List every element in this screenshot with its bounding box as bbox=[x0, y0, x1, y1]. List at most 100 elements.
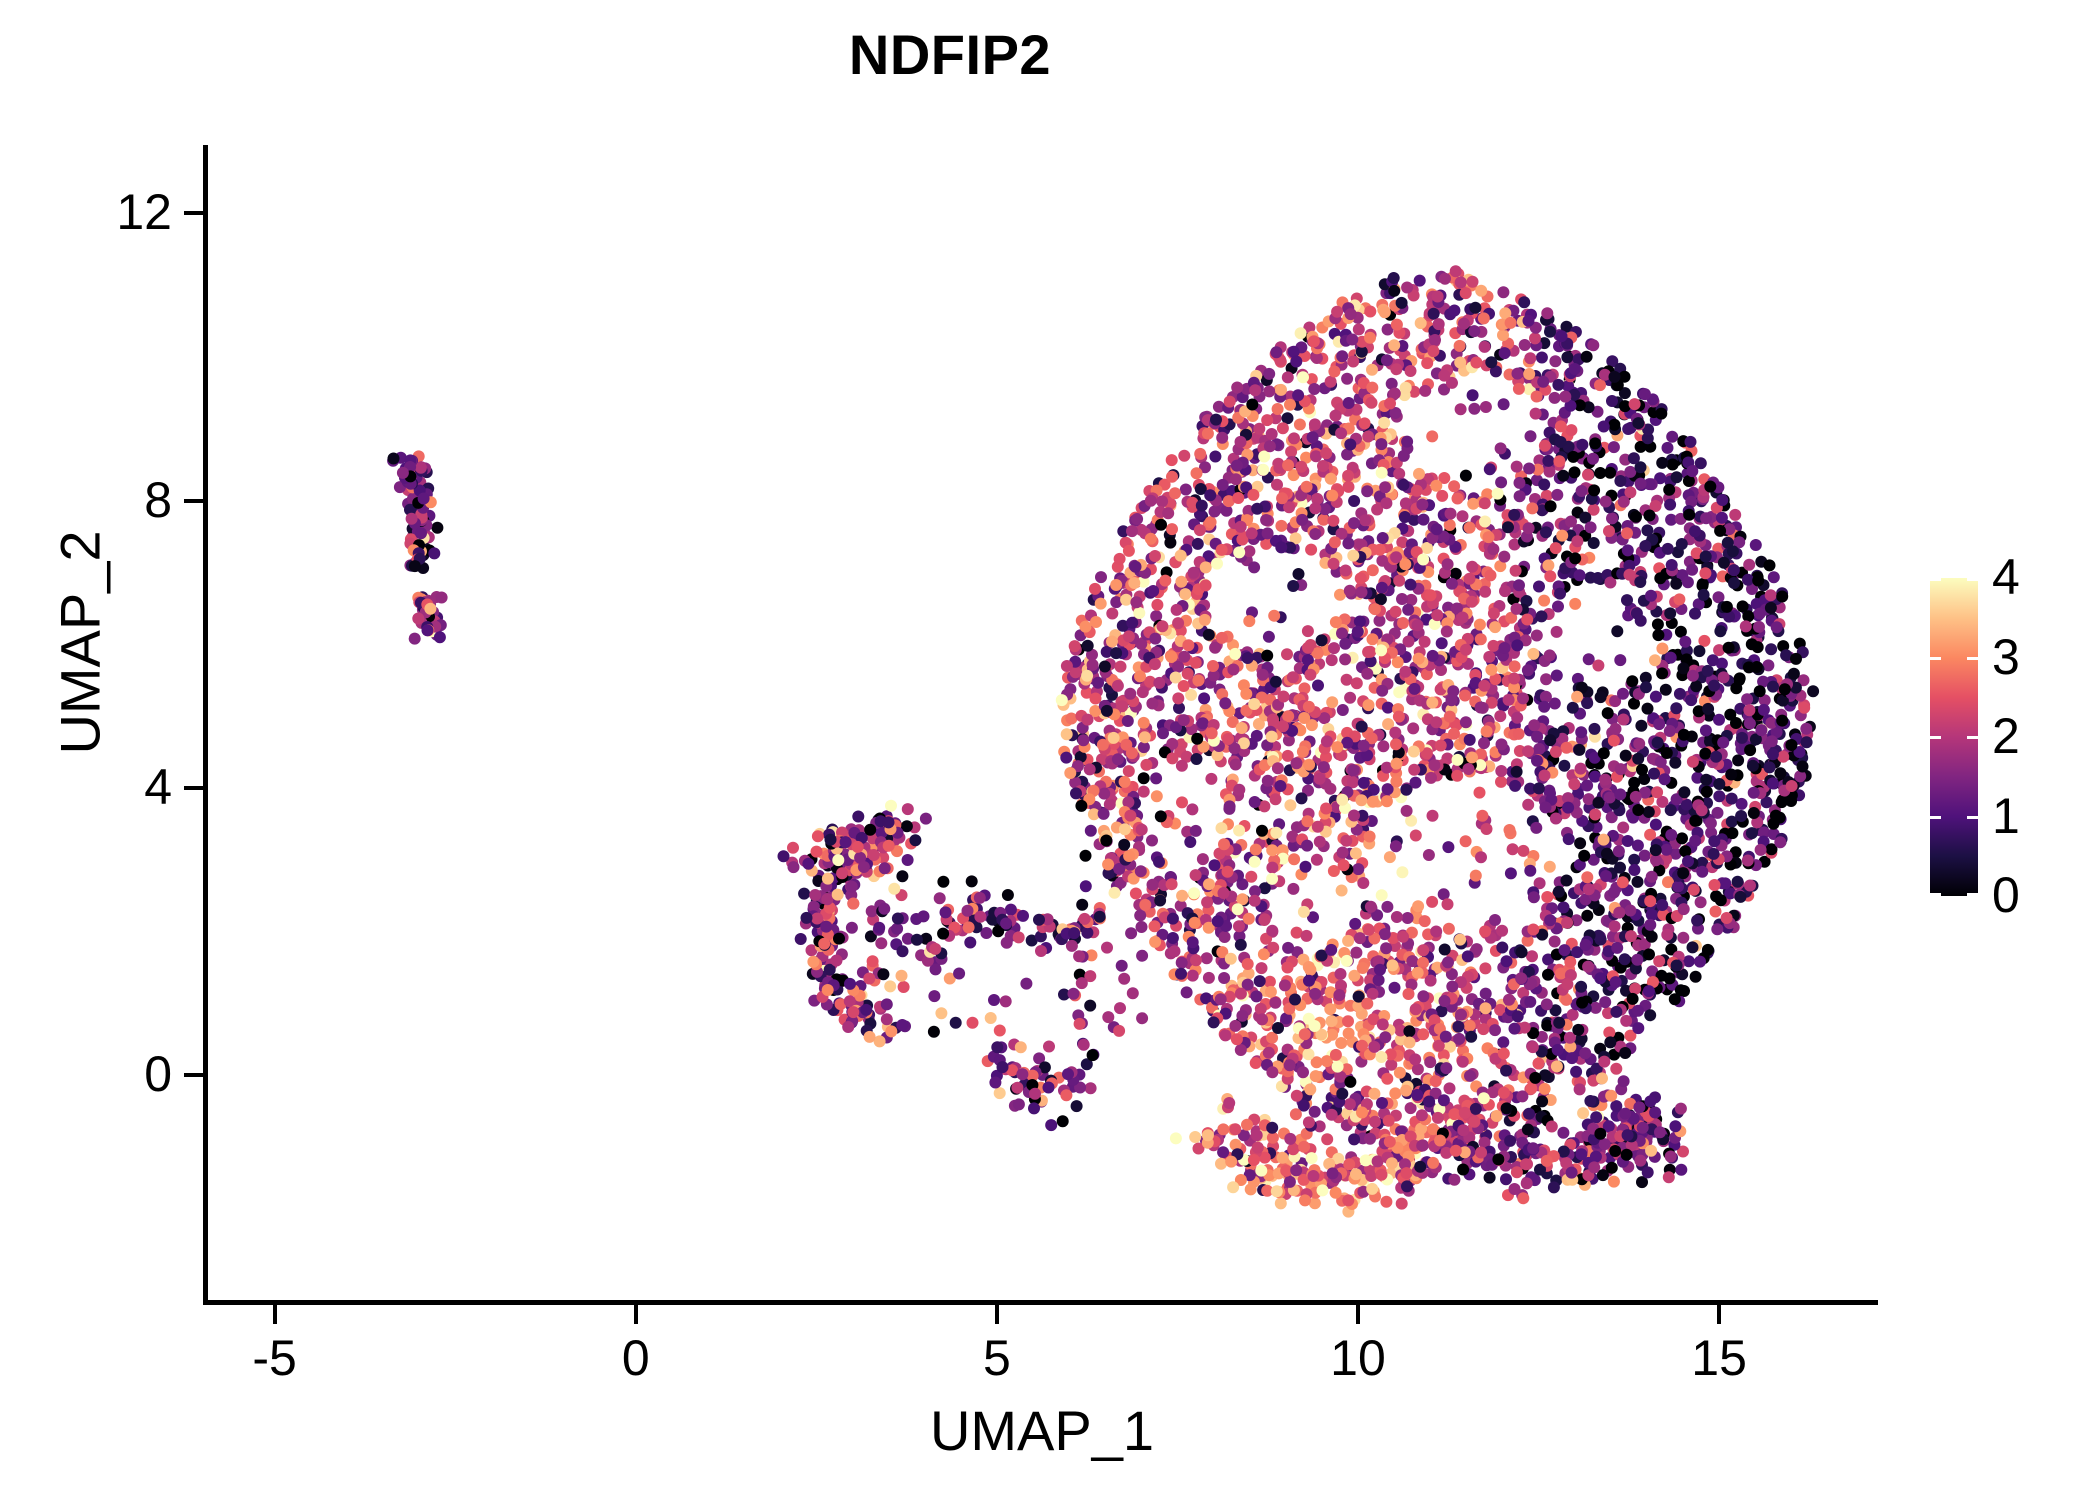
scatter-point bbox=[1137, 575, 1150, 588]
scatter-point bbox=[1569, 597, 1582, 610]
scatter-point bbox=[1113, 862, 1126, 875]
scatter-point bbox=[1692, 705, 1705, 718]
scatter-point bbox=[857, 861, 870, 873]
scatter-point bbox=[1636, 763, 1648, 776]
scatter-point bbox=[1764, 589, 1777, 602]
scatter-point bbox=[1473, 618, 1486, 631]
scatter-point bbox=[1389, 1087, 1402, 1100]
scatter-point bbox=[1041, 913, 1054, 926]
scatter-point bbox=[1573, 399, 1586, 412]
scatter-point bbox=[1500, 1064, 1513, 1077]
scatter-point bbox=[1742, 661, 1755, 674]
scatter-point bbox=[1408, 763, 1421, 776]
scatter-point bbox=[1535, 351, 1548, 364]
scatter-point bbox=[1528, 719, 1541, 732]
scatter-point bbox=[1435, 637, 1448, 650]
scatter-point bbox=[1579, 1047, 1592, 1060]
scatter-point bbox=[1366, 1182, 1379, 1195]
scatter-point bbox=[929, 963, 942, 976]
scatter-point bbox=[1084, 999, 1097, 1012]
scatter-point bbox=[1522, 745, 1534, 758]
scatter-point bbox=[1480, 823, 1493, 835]
scatter-point bbox=[1014, 1041, 1027, 1054]
scatter-point bbox=[1541, 307, 1554, 320]
scatter-point bbox=[1798, 701, 1811, 714]
scatter-point bbox=[1216, 478, 1229, 491]
scatter-point bbox=[1243, 615, 1256, 628]
scatter-point bbox=[1395, 296, 1408, 309]
scatter-point bbox=[1060, 1089, 1073, 1102]
scatter-point bbox=[847, 1006, 860, 1019]
scatter-point bbox=[1199, 461, 1211, 474]
scatter-point bbox=[1489, 673, 1502, 686]
scatter-point bbox=[1594, 691, 1607, 704]
scatter-point bbox=[1487, 607, 1500, 620]
scatter-point bbox=[1468, 402, 1481, 415]
scatter-point bbox=[878, 902, 891, 915]
scatter-point bbox=[973, 891, 986, 904]
scatter-point bbox=[1198, 692, 1211, 705]
scatter-point bbox=[1467, 497, 1480, 510]
scatter-point bbox=[1378, 416, 1391, 429]
scatter-point bbox=[1682, 475, 1695, 487]
scatter-point bbox=[1303, 758, 1316, 771]
scatter-point bbox=[1263, 385, 1276, 398]
scatter-point bbox=[1456, 510, 1469, 523]
scatter-point bbox=[1164, 536, 1177, 549]
scatter-point bbox=[1258, 882, 1271, 895]
scatter-point bbox=[1281, 961, 1294, 974]
scatter-point bbox=[1645, 908, 1658, 921]
scatter-point bbox=[1597, 747, 1610, 760]
scatter-point bbox=[1188, 887, 1201, 900]
scatter-point bbox=[818, 937, 831, 950]
scatter-point bbox=[939, 906, 952, 919]
scatter-point bbox=[1529, 407, 1542, 420]
scatter-point bbox=[1565, 515, 1577, 528]
scatter-point bbox=[805, 944, 818, 957]
scatter-point bbox=[1203, 878, 1215, 891]
scatter-point bbox=[1390, 757, 1403, 770]
scatter-point bbox=[980, 927, 993, 939]
scatter-point bbox=[1190, 954, 1202, 967]
scatter-point bbox=[1702, 702, 1715, 715]
scatter-point bbox=[1396, 593, 1408, 605]
scatter-point bbox=[1390, 318, 1403, 331]
scatter-point bbox=[993, 1024, 1006, 1037]
scatter-point bbox=[1416, 498, 1429, 511]
scatter-point bbox=[1200, 992, 1213, 1005]
scatter-point bbox=[1558, 759, 1571, 772]
scatter-point bbox=[1631, 875, 1644, 888]
scatter-point bbox=[1385, 1058, 1398, 1071]
scatter-point bbox=[1342, 480, 1355, 493]
scatter-point bbox=[1270, 346, 1283, 359]
scatter-point bbox=[1311, 820, 1324, 833]
scatter-point bbox=[1502, 693, 1515, 706]
scatter-point bbox=[1217, 1123, 1230, 1136]
scatter-point bbox=[777, 850, 790, 863]
scatter-point bbox=[1409, 776, 1422, 789]
scatter-point bbox=[1476, 809, 1489, 822]
scatter-point bbox=[1084, 824, 1097, 837]
scatter-point bbox=[1327, 557, 1340, 570]
scatter-point bbox=[896, 945, 909, 958]
scatter-point bbox=[1388, 387, 1401, 400]
scatter-point bbox=[1533, 454, 1546, 467]
scatter-point bbox=[1618, 370, 1631, 383]
scatter-point bbox=[1610, 1062, 1623, 1075]
scatter-point bbox=[1268, 609, 1281, 622]
scatter-point bbox=[1787, 667, 1800, 680]
scatter-point bbox=[1454, 933, 1467, 946]
scatter-point bbox=[830, 954, 843, 967]
scatter-point bbox=[1033, 1052, 1046, 1065]
scatter-point bbox=[1329, 616, 1342, 629]
scatter-point bbox=[1589, 437, 1602, 450]
scatter-point bbox=[1122, 765, 1135, 778]
scatter-point bbox=[1628, 864, 1641, 876]
scatter-point bbox=[1686, 941, 1699, 954]
scatter-point bbox=[1457, 317, 1470, 330]
scatter-point bbox=[1224, 952, 1237, 965]
scatter-point bbox=[1202, 921, 1215, 934]
scatter-point bbox=[1752, 574, 1765, 587]
scatter-point bbox=[1717, 671, 1730, 684]
scatter-point bbox=[1607, 441, 1620, 454]
